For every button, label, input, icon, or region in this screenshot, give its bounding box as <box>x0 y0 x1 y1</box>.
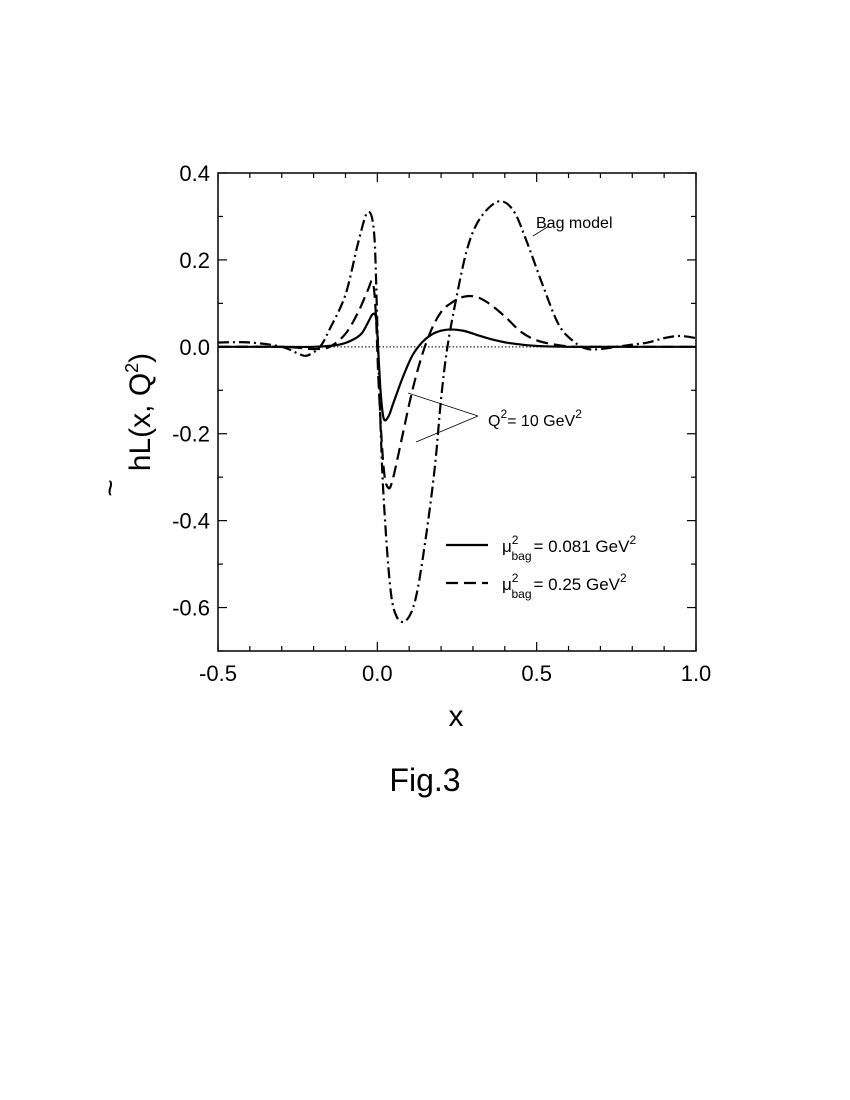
x-tick-label: 0.5 <box>521 661 552 686</box>
x-tick-label: -0.5 <box>199 661 237 686</box>
q2-leader-upper <box>407 392 479 417</box>
plot-frame <box>217 172 697 652</box>
tick-labels: -0.5 0.0 0.5 1.0 0.4 0.2 0.0 -0.2 -0.4 -0.6 <box>172 161 711 686</box>
x-tick-label: 0.0 <box>362 661 393 686</box>
legend-entry-1: μ2 bag = 0.081 GeV2 <box>502 533 636 563</box>
svg-text:hL(x, Q2): hL(x, Q2) <box>122 353 157 471</box>
y-tick-label: -0.6 <box>172 596 210 621</box>
y-tick-label: -0.4 <box>172 509 210 534</box>
axis-ticks <box>217 172 697 652</box>
x-tick-label: 1.0 <box>681 661 712 686</box>
y-tick-label: 0.2 <box>179 248 210 273</box>
series-line-dashdot <box>217 200 697 624</box>
q2-leader-lower <box>415 415 479 443</box>
x-axis-title: x <box>449 700 464 733</box>
y-axis-title-main: hL(x, Q <box>124 373 157 471</box>
series-line-dashed <box>217 279 696 490</box>
bag-model-leader <box>532 225 550 237</box>
legend: μ2 bag = 0.081 GeV2 μ2 bag = 0.25 GeV2 <box>446 533 636 601</box>
y-axis-title-sup: 2 <box>122 363 142 373</box>
series-group <box>217 200 697 624</box>
bag-model-label: Bag model <box>536 215 613 232</box>
y-tick-label: -0.2 <box>172 422 210 447</box>
legend-entry-2: μ2 bag = 0.25 GeV2 <box>502 571 627 601</box>
series-line-solid <box>218 312 696 422</box>
y-tick-label: 0.4 <box>179 161 210 186</box>
y-axis-title: hL(x, Q2) <box>122 353 157 471</box>
y-axis-title-tilde: ~ <box>94 479 127 497</box>
y-tick-label: 0.0 <box>179 335 210 360</box>
y-axis-title-close: ) <box>124 353 157 363</box>
q2-label: Q2= 10 GeV2 <box>488 407 582 430</box>
figure-caption: Fig.3 <box>389 762 461 798</box>
